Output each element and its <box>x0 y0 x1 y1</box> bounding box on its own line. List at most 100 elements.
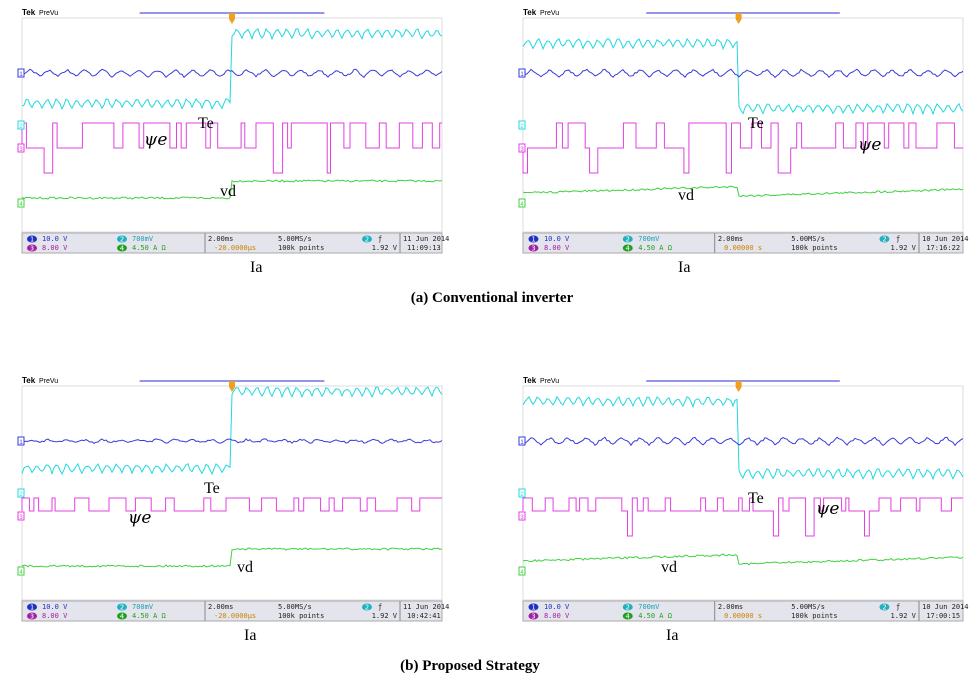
date: 10 Jun 2014 <box>922 603 968 611</box>
scope-panel: TekPreVu1234TeψevdIa123410.0 V700mV8.00 … <box>519 376 969 644</box>
trigger-level: 1.92 V <box>372 244 398 252</box>
trigger-level: 1.92 V <box>891 612 917 620</box>
brand: Tek <box>22 376 36 385</box>
delay: 0.00000 s <box>724 244 762 252</box>
trigger-marker <box>736 13 742 19</box>
ch4-scale: 4.50 A Ω <box>638 612 672 620</box>
current-label: Ia <box>250 259 262 276</box>
voltage-label: vd <box>678 187 694 204</box>
torque-label: Te <box>748 490 764 507</box>
ch1-scale: 10.0 V <box>42 603 68 611</box>
ch4-scale: 4.50 A Ω <box>638 244 672 252</box>
channel-chip-label: 3 <box>30 245 34 253</box>
ch1-scale: 10.0 V <box>544 235 570 243</box>
sample-rate: 5.00MS/s <box>791 235 825 243</box>
channel-chip-label: 3 <box>531 245 535 253</box>
sample-rate: 5.00MS/s <box>278 603 312 611</box>
ch3-scale: 8.00 V <box>544 244 570 252</box>
flux-label: ψe <box>128 508 151 528</box>
current-label: Ia <box>666 627 678 644</box>
channel-chip-label: 4 <box>626 613 630 621</box>
ch1-scale: 10.0 V <box>42 235 68 243</box>
sample-rate: 5.00MS/s <box>791 603 825 611</box>
channel-chip-label: 1 <box>30 604 34 612</box>
ch4-scale: 4.50 A Ω <box>132 244 166 252</box>
channel-chip-label: 2 <box>120 236 124 244</box>
voltage-label: vd <box>237 559 253 576</box>
date: 11 Jun 2014 <box>403 603 449 611</box>
caption: (a) Conventional inverter <box>411 290 574 306</box>
brand: Tek <box>523 376 537 385</box>
record-length: 100k points <box>278 244 324 252</box>
mode: PreVu <box>540 378 559 385</box>
trigger-slope: ƒ <box>378 235 382 243</box>
channel-chip-label: 2 <box>365 236 369 244</box>
channel-chip-label: 4 <box>120 613 124 621</box>
flux-label: ψe <box>816 499 839 519</box>
torque-label: Te <box>198 115 214 132</box>
current-label: Ia <box>244 627 256 644</box>
ch3-scale: 8.00 V <box>42 612 68 620</box>
channel-chip-label: 2 <box>120 604 124 612</box>
record-length: 100k points <box>791 244 837 252</box>
flux-label: ψe <box>858 135 881 155</box>
time: 11:09:13 <box>407 244 441 252</box>
trigger-marker <box>229 381 235 387</box>
channel-chip-label: 2 <box>882 236 886 244</box>
trigger-marker <box>229 13 235 19</box>
ch2-scale: 700mV <box>638 603 660 611</box>
time: 17:16:22 <box>926 244 960 252</box>
trigger-level: 1.92 V <box>891 244 917 252</box>
ch3-scale: 8.00 V <box>42 244 68 252</box>
torque-label: Te <box>204 480 220 497</box>
channel-chip-label: 2 <box>626 236 630 244</box>
date: 10 Jun 2014 <box>922 235 968 243</box>
ch4-scale: 4.50 A Ω <box>132 612 166 620</box>
screen <box>523 386 963 600</box>
torque-label: Te <box>748 115 764 132</box>
channel-chip-label: 3 <box>531 613 535 621</box>
channel-chip-label: 4 <box>626 245 630 253</box>
trigger-slope: ƒ <box>896 603 900 611</box>
trigger-marker <box>736 381 742 387</box>
timebase: 2.00ms <box>718 603 743 611</box>
date: 11 Jun 2014 <box>403 235 449 243</box>
delay: 0.00000 s <box>724 612 762 620</box>
current-label: Ia <box>678 259 690 276</box>
mode: PreVu <box>39 378 58 385</box>
screen <box>523 18 963 232</box>
trigger-slope: ƒ <box>378 603 382 611</box>
channel-chip-label: 3 <box>30 613 34 621</box>
ch2-scale: 700mV <box>132 603 154 611</box>
channel-chip-label: 1 <box>531 604 535 612</box>
mode: PreVu <box>540 10 559 17</box>
trigger-level: 1.92 V <box>372 612 398 620</box>
channel-chip-label: 2 <box>882 604 886 612</box>
caption: (b) Proposed Strategy <box>400 658 540 674</box>
ch3-scale: 8.00 V <box>544 612 570 620</box>
flux-label: ψe <box>144 130 167 150</box>
timebase: 2.00ms <box>208 603 233 611</box>
ch2-scale: 700mV <box>638 235 660 243</box>
brand: Tek <box>523 8 537 17</box>
channel-chip-label: 4 <box>120 245 124 253</box>
record-length: 100k points <box>278 612 324 620</box>
screen <box>22 386 442 600</box>
record-length: 100k points <box>791 612 837 620</box>
delay: -20.0000µs <box>214 612 256 620</box>
timebase: 2.00ms <box>718 235 743 243</box>
mode: PreVu <box>39 10 58 17</box>
time: 10:42:41 <box>407 612 441 620</box>
channel-chip-label: 1 <box>30 236 34 244</box>
sample-rate: 5.00MS/s <box>278 235 312 243</box>
ch1-scale: 10.0 V <box>544 603 570 611</box>
delay: -20.0000µs <box>214 244 256 252</box>
brand: Tek <box>22 8 36 17</box>
time: 17:00:15 <box>926 612 960 620</box>
ch2-scale: 700mV <box>132 235 154 243</box>
channel-chip-label: 1 <box>531 236 535 244</box>
voltage-label: vd <box>220 183 236 200</box>
